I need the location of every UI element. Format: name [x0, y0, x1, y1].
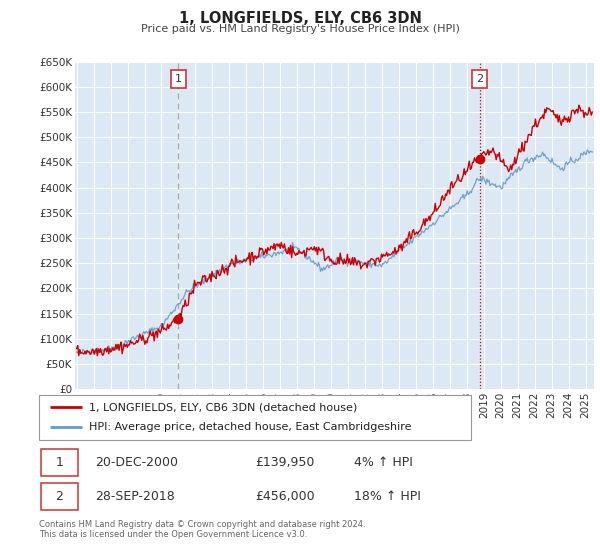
FancyBboxPatch shape — [41, 483, 78, 510]
Text: 4% ↑ HPI: 4% ↑ HPI — [355, 456, 413, 469]
Text: Price paid vs. HM Land Registry's House Price Index (HPI): Price paid vs. HM Land Registry's House … — [140, 24, 460, 34]
Text: Contains HM Land Registry data © Crown copyright and database right 2024.
This d: Contains HM Land Registry data © Crown c… — [39, 520, 365, 539]
Text: £139,950: £139,950 — [255, 456, 314, 469]
Text: 18% ↑ HPI: 18% ↑ HPI — [355, 489, 421, 503]
FancyBboxPatch shape — [41, 449, 78, 476]
Text: 2: 2 — [55, 489, 63, 503]
Text: HPI: Average price, detached house, East Cambridgeshire: HPI: Average price, detached house, East… — [89, 422, 411, 432]
FancyBboxPatch shape — [39, 395, 471, 440]
Text: 1: 1 — [55, 456, 63, 469]
Text: 1, LONGFIELDS, ELY, CB6 3DN: 1, LONGFIELDS, ELY, CB6 3DN — [179, 11, 421, 26]
Text: 20-DEC-2000: 20-DEC-2000 — [95, 456, 178, 469]
Text: 2: 2 — [476, 74, 483, 84]
Text: 1: 1 — [175, 74, 182, 84]
Text: £456,000: £456,000 — [255, 489, 314, 503]
Text: 1, LONGFIELDS, ELY, CB6 3DN (detached house): 1, LONGFIELDS, ELY, CB6 3DN (detached ho… — [89, 402, 357, 412]
Text: 28-SEP-2018: 28-SEP-2018 — [95, 489, 175, 503]
